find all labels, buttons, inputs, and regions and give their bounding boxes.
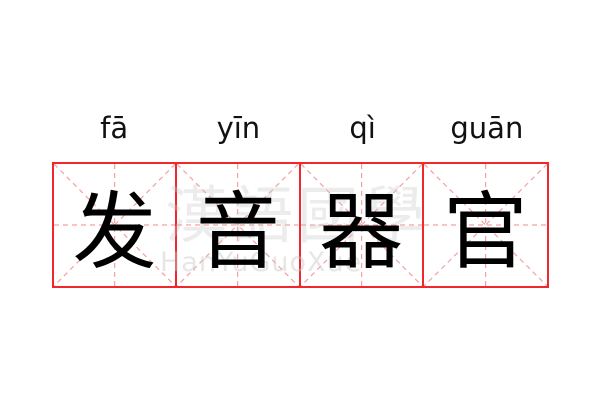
grid-cell: 器 — [301, 164, 424, 286]
guide-line — [177, 164, 298, 286]
character-2: 音 — [195, 182, 280, 281]
pinyin-2: yīn — [216, 111, 261, 145]
guide-lines — [424, 164, 547, 286]
grid-cell: 音 — [177, 164, 301, 286]
pinyin-1: fā — [100, 111, 129, 145]
character-grid: 发 音 器 官 — [52, 162, 549, 288]
guide-lines — [54, 164, 175, 286]
character-3: 器 — [319, 182, 404, 281]
guide-line — [301, 164, 422, 286]
pinyin-3: qì — [349, 111, 376, 145]
character-1: 发 — [72, 182, 157, 281]
guide-line — [177, 164, 298, 286]
pinyin-row: fā yīn qì guān — [52, 108, 549, 148]
guide-lines — [177, 164, 298, 286]
watermark-english: HanYuGuoXue — [160, 247, 363, 278]
character-4: 官 — [443, 182, 528, 281]
pinyin-4: guān — [450, 111, 524, 145]
guide-line — [424, 164, 547, 286]
watermark-chinese: 漢語國學 — [165, 179, 430, 252]
guide-lines — [301, 164, 422, 286]
grid-cell: 发 — [54, 164, 178, 286]
guide-line — [54, 164, 175, 286]
guide-line — [301, 164, 422, 286]
guide-line — [424, 164, 547, 286]
guide-line — [54, 164, 175, 286]
grid-cell: 官 — [424, 164, 547, 286]
